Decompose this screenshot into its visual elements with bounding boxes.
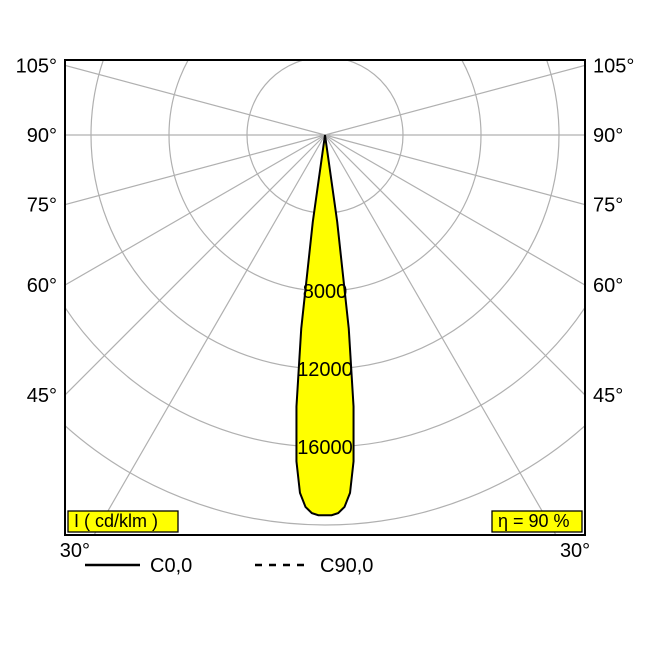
angle-label-left: 75° xyxy=(27,195,57,217)
legend-label: C90,0 xyxy=(320,555,373,577)
angle-label-left: 30° xyxy=(60,540,90,562)
ring-label: 12000 xyxy=(297,359,353,381)
angle-label-right: 90° xyxy=(593,125,623,147)
angle-label-right: 45° xyxy=(593,385,623,407)
legend-label: C0,0 xyxy=(150,555,192,577)
angle-label-right: 105° xyxy=(593,55,634,77)
angle-label-right: 75° xyxy=(593,195,623,217)
angle-label-left: 90° xyxy=(27,125,57,147)
angle-label-right: 60° xyxy=(593,275,623,297)
polar-chart: 8000 12000 16000 105° 105° 90° 90° 75° 75° 60° 60°… xyxy=(0,0,650,650)
angle-label-left: 45° xyxy=(27,385,57,407)
angle-label-right: 30° xyxy=(560,540,590,562)
angle-label-left: 60° xyxy=(27,275,57,297)
ring-label: 8000 xyxy=(303,281,348,303)
angle-label-left: 105° xyxy=(16,55,57,77)
efficiency-box: η = 90 % xyxy=(498,511,570,531)
chart-svg: 8000 12000 16000 105° 105° 90° 90° 75° 75° 60° 60°… xyxy=(0,0,650,650)
unit-box: I ( cd/klm ) xyxy=(74,511,158,531)
ring-label: 16000 xyxy=(297,437,353,459)
